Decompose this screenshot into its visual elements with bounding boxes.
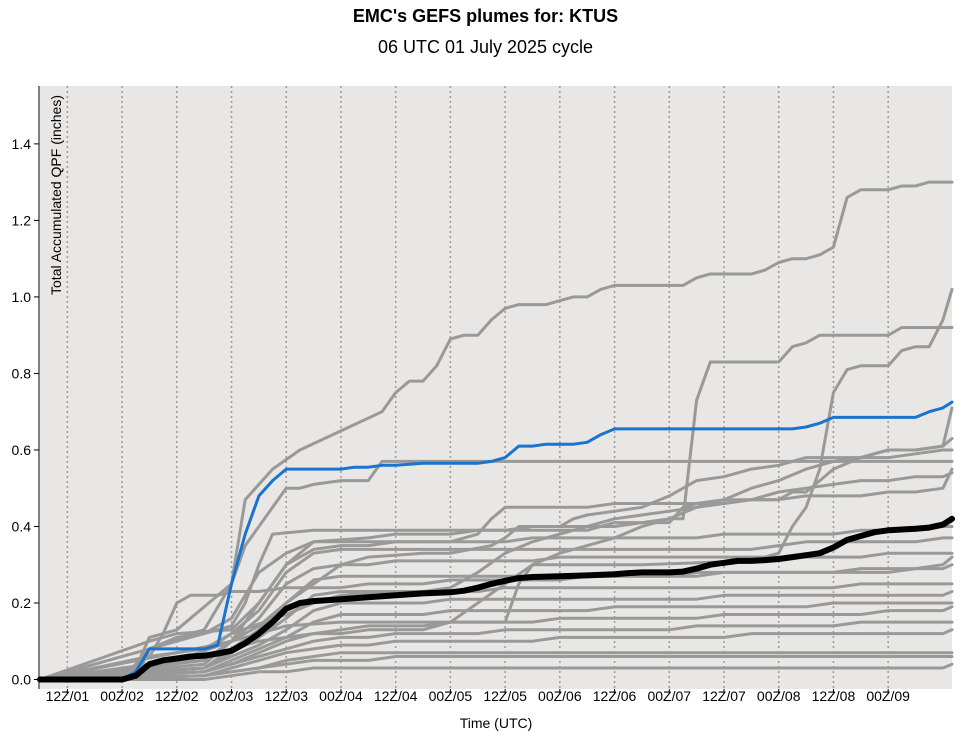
x-axis: 12Z/01 00Z/02 12Z/02 00Z/03 12Z/03 00Z/04 12Z/… (46, 688, 911, 704)
chart-subtitle: 06 UTC 01 July 2025 cycle (377, 37, 594, 57)
vertical-gridlines (66, 86, 889, 689)
member-line (38, 180, 954, 681)
y-tick-label: 0.2 (12, 595, 32, 611)
member-line (38, 287, 954, 681)
x-axis-label: Time (UTC) (460, 715, 533, 731)
member-line (38, 525, 954, 681)
member-line (38, 471, 954, 681)
x-tick-label: 12Z/01 (46, 688, 90, 704)
chart-title: EMC's GEFS plumes for: KTUS (352, 6, 619, 26)
member-line (38, 459, 954, 681)
x-tick-label: 00Z/03 (210, 688, 254, 704)
member-line (38, 590, 954, 681)
member-line (38, 605, 954, 681)
highlight-line-group (38, 400, 954, 681)
member-line (38, 601, 954, 681)
mean-line-group (37, 515, 955, 683)
y-axis: 0.0 0.2 0.4 0.6 0.8 1.0 1.2 1.4 (12, 86, 40, 689)
x-tick-label: 12Z/05 (483, 688, 527, 704)
x-tick-label: 00Z/07 (647, 688, 691, 704)
x-tick-label: 00Z/08 (757, 688, 801, 704)
ensemble-mean-line (37, 515, 955, 683)
x-tick-label: 00Z/06 (538, 688, 582, 704)
x-tick-label: 00Z/02 (100, 688, 144, 704)
highlight-line (38, 400, 954, 681)
member-line (38, 655, 954, 681)
y-tick-label: 1.0 (12, 289, 32, 305)
y-tick-label: 0.0 (12, 672, 32, 688)
x-tick-label: 00Z/04 (319, 688, 363, 704)
x-tick-label: 12Z/07 (702, 688, 746, 704)
y-tick-label: 1.4 (12, 136, 32, 152)
y-tick-label: 1.2 (12, 212, 32, 228)
y-tick-label: 0.6 (12, 442, 32, 458)
x-tick-label: 00Z/09 (866, 688, 910, 704)
x-tick-label: 12Z/06 (593, 688, 637, 704)
x-tick-label: 00Z/05 (429, 688, 473, 704)
y-tick-label: 0.4 (12, 518, 32, 534)
member-line (38, 651, 954, 681)
x-tick-label: 12Z/04 (374, 688, 418, 704)
member-line (38, 620, 954, 681)
member-line (38, 551, 954, 681)
x-tick-label: 12Z/08 (812, 688, 856, 704)
x-tick-label: 12Z/02 (155, 688, 199, 704)
y-tick-label: 0.8 (12, 365, 32, 381)
y-axis-label: Total Accumulated QPF (inches) (48, 95, 64, 295)
member-line (38, 662, 954, 681)
x-tick-label: 12Z/03 (264, 688, 308, 704)
member-line (38, 628, 954, 681)
member-line (38, 326, 954, 681)
